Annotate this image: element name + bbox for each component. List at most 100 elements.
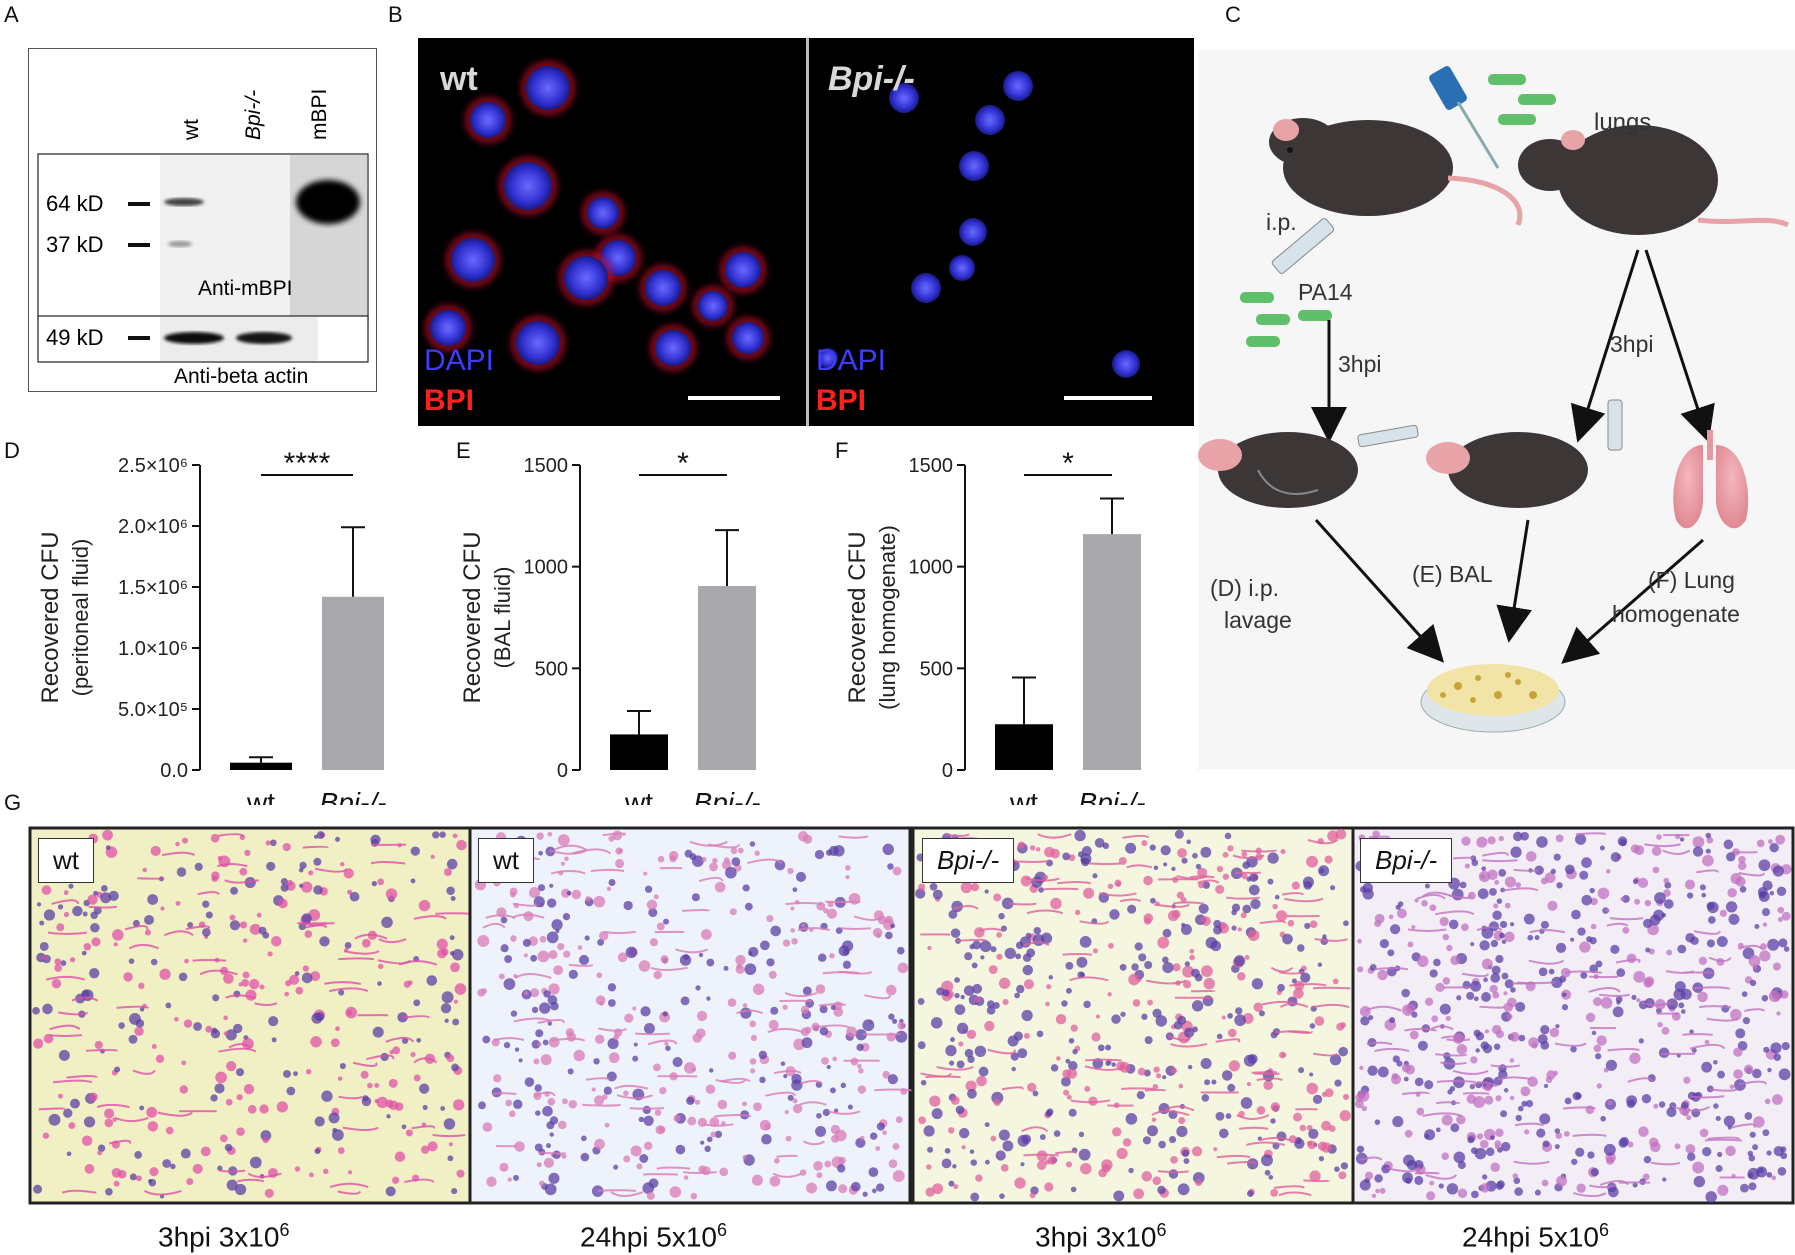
x-tick-label: Bpi-/- <box>320 787 387 805</box>
histology-caption-3: 3hpi 3x106 <box>1035 1220 1166 1253</box>
panel-letter-c: C <box>1225 2 1241 27</box>
bar <box>322 596 384 770</box>
bacteria-icon-left <box>1240 292 1332 347</box>
y-tick-label: 1000 <box>909 557 954 579</box>
blot-bottom-antibody-label: Anti-beta actin <box>174 365 308 388</box>
panel-letter-a: A <box>4 2 19 27</box>
significance-marker: * <box>677 447 689 480</box>
wt-cells <box>424 60 770 372</box>
y-tick-label: 1500 <box>524 455 569 477</box>
marker-49kd: 49 kD <box>46 325 103 350</box>
significance-marker: * <box>1062 447 1074 480</box>
caption-3-text: 3hpi 3x10 <box>1035 1221 1157 1253</box>
x-tick-label: wt <box>1009 787 1038 805</box>
band-mbpi <box>296 180 360 224</box>
histology-tag-1: wt <box>38 838 94 883</box>
marker-dash-37 <box>128 243 150 247</box>
mouse-ip-icon <box>1269 118 1523 226</box>
caption-1-text: 3hpi 3x10 <box>158 1221 280 1253</box>
marker-64kd: 64 kD <box>46 191 103 216</box>
y-tick-label: 1000 <box>524 557 569 579</box>
y-tick-label: 1.0×10⁶ <box>118 638 188 660</box>
arrow-lung-to-plate <box>1561 538 1704 664</box>
y-tick-label: 0 <box>557 760 568 782</box>
arrow-bal-to-plate <box>1496 519 1532 643</box>
lane-label-bpi-ko: Bpi-/- <box>242 90 265 140</box>
chart-f-lung: 0 500 1000 1500 Recovered CFU (lung homogenat… <box>844 447 1146 805</box>
y-tick-label: 500 <box>920 658 953 680</box>
marker-dash-49 <box>128 336 150 340</box>
y-tick-label: 2.5×10⁶ <box>118 455 188 477</box>
lane-label-wt: wt <box>180 119 203 141</box>
caption-4-exp: 6 <box>1599 1220 1610 1240</box>
x-tick-label: wt <box>624 787 653 805</box>
band-wt-37kd <box>168 241 192 247</box>
histology-tile-1 <box>28 826 474 1205</box>
marker-37kd: 37 kD <box>46 232 103 257</box>
schematic-label-e: (E) BAL <box>1412 561 1493 587</box>
y-tick-label: 5.0×10⁵ <box>118 699 188 721</box>
bacteria-icon-top <box>1488 74 1556 125</box>
y-tick-label: 0.0 <box>160 760 188 782</box>
lungs-icon <box>1673 430 1749 529</box>
panel-letter-d: D <box>4 438 20 463</box>
caption-4-text: 24hpi 5x10 <box>1462 1221 1600 1253</box>
scale-bar-left <box>688 396 780 400</box>
petri-dish-icon <box>1420 664 1566 733</box>
arrow-to-bal <box>1570 249 1640 443</box>
chart-e-bal: 0 500 1000 1500 Recovered CFU (BAL fluid) wt Bp… <box>459 447 761 805</box>
histology-caption-1: 3hpi 3x106 <box>158 1220 289 1253</box>
histology-tile-4 <box>1351 826 1795 1205</box>
marker-dash-64 <box>128 202 150 206</box>
y-axis-label: Recovered CFU <box>37 531 64 703</box>
bpi-label-left: BPI <box>424 384 474 417</box>
schematic-label-d-line1: (D) i.p. <box>1210 575 1279 601</box>
histology-tile-2 <box>468 826 913 1205</box>
experiment-schematic: lungs i.p. PA14 3hpi 3hpi (D) i.p. lavag… <box>1198 50 1795 770</box>
panel-letter-e: E <box>456 438 471 463</box>
schematic-label-3hpi-left: 3hpi <box>1338 351 1381 377</box>
syringe-icon <box>1271 218 1335 274</box>
schematic-label-f-line2: homogenate <box>1612 601 1740 627</box>
x-tick-label: wt <box>246 787 275 805</box>
mouse-intranasal-icon <box>1518 125 1790 235</box>
bpi-label-right: BPI <box>816 384 866 417</box>
schematic-label-3hpi-right: 3hpi <box>1610 331 1653 357</box>
y-tick-label: 1500 <box>909 455 954 477</box>
micrograph-title-wt: wt <box>439 60 478 98</box>
scale-bar-right <box>1064 396 1152 400</box>
caption-2-exp: 6 <box>717 1220 728 1240</box>
micrograph-title-ko: Bpi-/- <box>828 60 915 98</box>
schematic-label-d-line2: lavage <box>1224 607 1292 633</box>
y-tick-label: 0 <box>942 760 953 782</box>
arrow-lavage-to-plate <box>1314 518 1445 663</box>
histology-caption-4: 24hpi 5x106 <box>1462 1220 1609 1253</box>
panel-letter-g: G <box>4 790 22 815</box>
schematic-label-pa14: PA14 <box>1298 279 1353 305</box>
mouse-bal-icon <box>1426 399 1623 508</box>
bar <box>230 762 292 770</box>
y-axis-label: Recovered CFU <box>844 531 871 703</box>
lane-label-mbpi: mBPI <box>308 89 331 140</box>
band-actin-wt <box>164 332 224 344</box>
mouse-lavage-icon <box>1198 424 1419 508</box>
immunofluorescence-panel: wt Bpi-/- DAPI BPI DAPI BPI <box>418 38 1194 426</box>
histology-caption-2: 24hpi 5x106 <box>580 1220 727 1253</box>
chart-d-peritoneal: 0.0 5.0×10⁵ 1.0×10⁶ 1.5×10⁶ 2.0×10⁶ 2.5×10⁶ Re… <box>37 447 387 805</box>
y-axis-label: Recovered CFU <box>459 531 486 703</box>
ko-cells <box>818 71 1140 378</box>
schematic-label-lungs: lungs <box>1594 109 1651 136</box>
bar <box>995 724 1053 770</box>
blot-top-antibody-label: Anti-mBPI <box>198 277 293 300</box>
x-tick-label: Bpi-/- <box>1079 787 1146 805</box>
panel-letter-b: B <box>388 2 403 27</box>
pipette-icon <box>1429 66 1500 169</box>
caption-2-text: 24hpi 5x10 <box>580 1221 718 1253</box>
schematic-label-ip: i.p. <box>1266 209 1297 235</box>
y-axis-sublabel: (peritoneal fluid) <box>68 539 93 697</box>
x-tick-label: Bpi-/- <box>694 787 761 805</box>
bar <box>610 734 668 770</box>
y-tick-label: 2.0×10⁶ <box>118 516 188 538</box>
histology-tile-3 <box>911 826 1355 1205</box>
